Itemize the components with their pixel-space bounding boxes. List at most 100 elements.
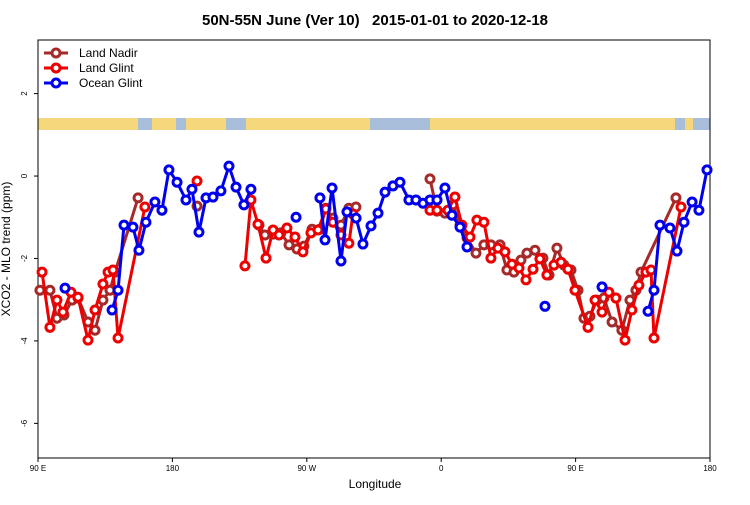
data-point [551, 242, 563, 254]
data-point [648, 332, 660, 344]
data-point [207, 191, 219, 203]
data-point [470, 247, 482, 259]
data-point [163, 164, 175, 176]
data-point [273, 229, 285, 241]
legend-marker [50, 77, 62, 89]
data-point [582, 321, 594, 333]
data-point [223, 160, 235, 172]
x-axis-label: Longitude [349, 477, 402, 491]
y-tick-label: 0 [20, 173, 29, 178]
x-tick-label: 180 [703, 464, 717, 473]
data-point [372, 207, 384, 219]
data-point [118, 219, 130, 231]
data-point [326, 182, 338, 194]
data-point [281, 222, 293, 234]
data-point [654, 219, 666, 231]
series [36, 175, 687, 346]
data-point [82, 334, 94, 346]
data-point [341, 206, 353, 218]
data-point [671, 245, 683, 257]
data-point [675, 201, 687, 213]
series-line [428, 178, 678, 333]
y-axis-label: XCO2 - MLO trend (ppm) [0, 182, 13, 317]
data-point [357, 238, 369, 250]
data-point [569, 284, 581, 296]
land-band [430, 118, 675, 130]
land-band [38, 118, 138, 130]
data-point [555, 256, 567, 268]
data-point [431, 204, 443, 216]
y-tick-label: -4 [20, 337, 29, 345]
data-point [461, 241, 473, 253]
legend-marker [50, 62, 62, 74]
data-point [693, 204, 705, 216]
data-point [670, 192, 682, 204]
data-point [664, 222, 676, 234]
data-point [239, 260, 251, 272]
land-band [186, 118, 226, 130]
y-tick-label: -6 [20, 419, 29, 427]
data-point [127, 221, 139, 233]
legend-label: Land Nadir [79, 46, 138, 60]
data-point [89, 304, 101, 316]
data-point [156, 204, 168, 216]
data-point [365, 220, 377, 232]
data-point [133, 244, 145, 256]
data-point [645, 264, 657, 276]
data-point [238, 199, 250, 211]
data-point [57, 306, 69, 318]
data-point [112, 284, 124, 296]
plot-frame [37, 39, 711, 459]
legend-marker [50, 47, 62, 59]
data-point [626, 304, 638, 316]
data-point [678, 216, 690, 228]
data-point [171, 176, 183, 188]
data-point [59, 282, 71, 294]
x-tick-label: 90 W [297, 464, 316, 473]
legend-label: Land Glint [79, 61, 134, 75]
data-point [527, 263, 539, 275]
data-point [290, 211, 302, 223]
data-point [44, 284, 56, 296]
data-point [44, 321, 56, 333]
land-band [246, 118, 370, 130]
x-tick-label: 0 [439, 464, 444, 473]
data-point [596, 306, 608, 318]
data-point [72, 291, 84, 303]
data-point [619, 334, 631, 346]
land-band [685, 118, 693, 130]
data-point [215, 185, 227, 197]
data-point [606, 316, 618, 328]
data-point [51, 294, 63, 306]
data-point [603, 286, 615, 298]
data-point [424, 173, 436, 185]
data-point [319, 234, 331, 246]
data-point [633, 279, 645, 291]
data-point [534, 253, 546, 265]
series [59, 160, 713, 317]
data-point [107, 264, 119, 276]
data-point [140, 216, 152, 228]
data-point [539, 300, 551, 312]
data-point [499, 246, 511, 258]
data-point [520, 274, 532, 286]
data-point [541, 269, 553, 281]
data-point [245, 183, 257, 195]
data-point [112, 332, 124, 344]
data-point [596, 281, 608, 293]
legend-label: Ocean Glint [79, 76, 143, 90]
data-point [379, 186, 391, 198]
data-point [283, 239, 295, 251]
data-point [394, 176, 406, 188]
series-line [110, 161, 253, 311]
data-point [314, 192, 326, 204]
data-point [513, 262, 525, 274]
data-point [610, 292, 622, 304]
data-point [562, 263, 574, 275]
data-point [589, 294, 601, 306]
data-point [97, 278, 109, 290]
data-point [191, 175, 203, 187]
data-point [289, 231, 301, 243]
